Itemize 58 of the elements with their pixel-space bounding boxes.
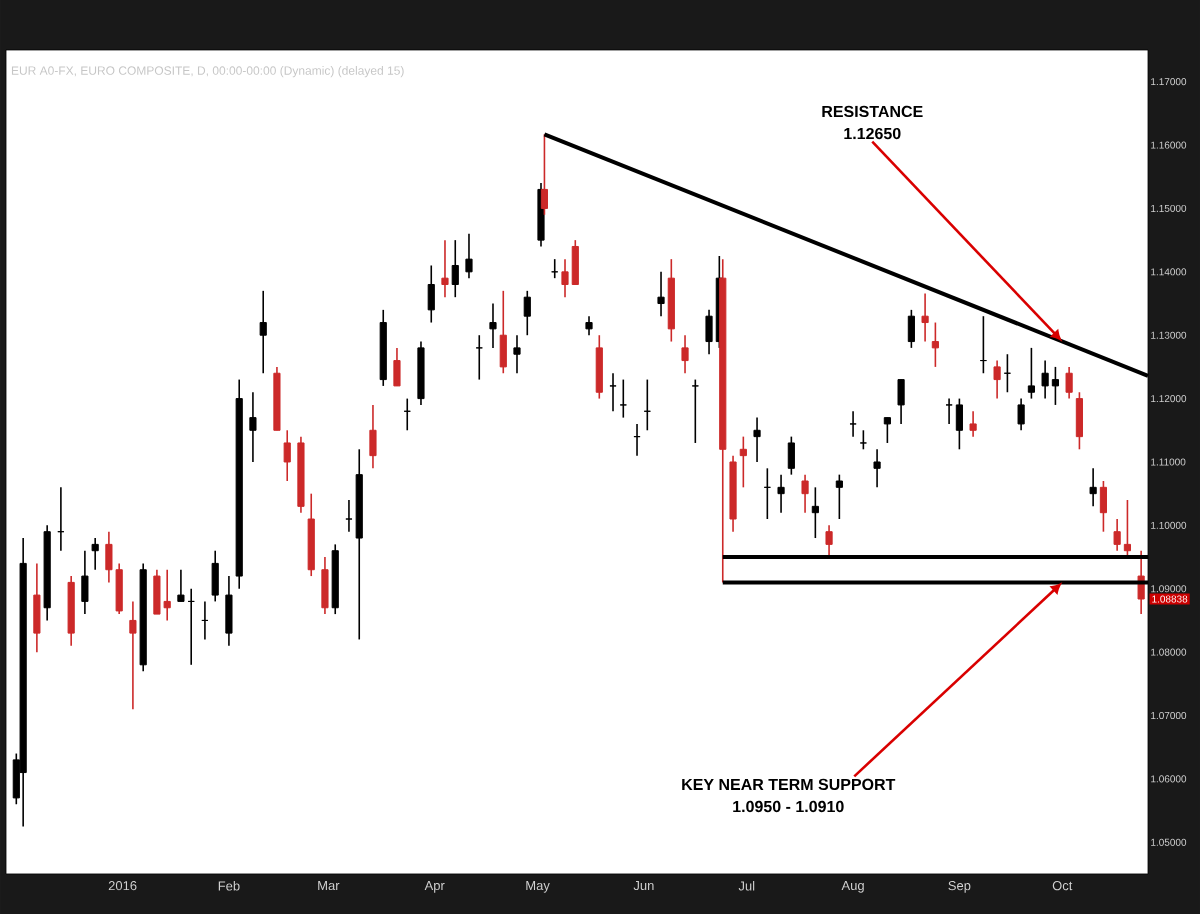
candlestick <box>883 416 891 444</box>
candlestick <box>907 309 915 349</box>
candlestick <box>859 429 867 451</box>
candlestick <box>921 292 929 343</box>
candlestick <box>595 334 603 400</box>
candlestick <box>369 404 377 470</box>
candlestick <box>1075 391 1083 451</box>
candlestick <box>489 302 497 349</box>
candlestick <box>513 334 521 375</box>
candlestick <box>873 448 881 489</box>
candlestick <box>897 378 905 425</box>
candlestick <box>825 524 833 558</box>
candlestick <box>523 290 531 337</box>
annotation: 1.0950 - 1.0910 <box>733 800 844 813</box>
candlestick <box>787 435 795 476</box>
candlestick <box>777 473 785 514</box>
candlestick <box>345 499 353 533</box>
candlestick <box>465 233 473 279</box>
candlestick <box>321 556 329 615</box>
candlestick <box>1099 480 1108 533</box>
candlestick <box>427 264 435 324</box>
candlestick <box>969 410 977 438</box>
candlestick <box>835 473 843 520</box>
candlestick <box>499 290 507 375</box>
candlestick <box>691 378 699 444</box>
candlestick <box>801 473 809 514</box>
candlestick <box>609 372 617 413</box>
annotation: 1.12650 <box>844 127 901 140</box>
candlestick <box>81 549 89 615</box>
candlestick <box>1089 467 1097 508</box>
candlestick <box>129 600 137 710</box>
candlestick <box>657 271 665 317</box>
candlestick <box>1065 366 1073 400</box>
candlestick <box>931 321 939 368</box>
annotation: RESISTANCE <box>822 105 923 118</box>
candlestick <box>811 486 819 539</box>
candlestick <box>259 290 267 375</box>
candlestick <box>619 378 627 419</box>
candlestick <box>211 549 219 603</box>
annotation: KEY NEAR TERM SUPPORT <box>682 778 896 791</box>
candlestick <box>753 416 761 463</box>
candlestick <box>249 391 257 463</box>
candlestick <box>225 575 233 647</box>
candlestick <box>585 315 593 337</box>
candlestick <box>681 334 689 375</box>
candlestick <box>993 359 1001 400</box>
candlestick <box>451 239 459 298</box>
candlestick <box>283 429 291 482</box>
candlestick <box>739 435 747 489</box>
candlestick <box>33 562 41 653</box>
candlestick <box>540 133 549 216</box>
candlestick <box>393 347 401 387</box>
candlestick <box>475 334 483 381</box>
candlestick <box>441 239 449 298</box>
candlestick <box>1027 347 1035 400</box>
candlestick <box>91 537 99 571</box>
candlestick <box>849 410 857 438</box>
candlestick <box>1017 397 1025 432</box>
